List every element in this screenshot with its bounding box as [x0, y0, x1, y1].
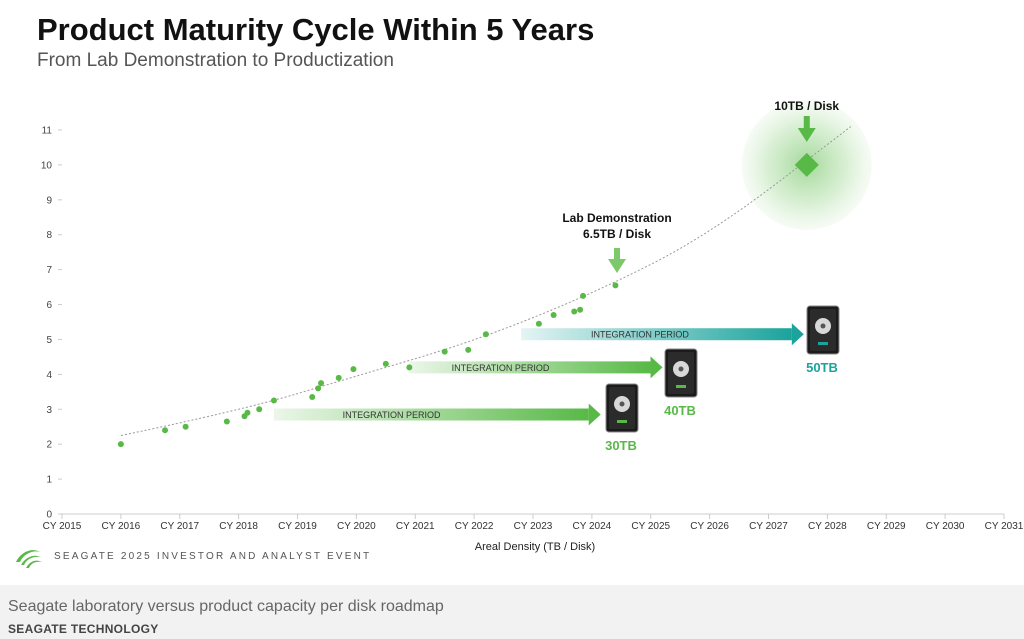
- x-tick-label: CY 2023: [514, 521, 553, 532]
- image-caption: Seagate laboratory versus product capaci…: [8, 598, 444, 615]
- capacity-label: 30TB: [605, 438, 637, 453]
- lab-arrow-shaft: [614, 248, 620, 261]
- y-tick-label: 4: [46, 370, 52, 381]
- data-point: [350, 366, 357, 373]
- data-point: [315, 385, 322, 392]
- lab-arrow-head: [608, 259, 626, 273]
- y-tick-label: 11: [42, 126, 53, 137]
- x-tick-label: CY 2030: [926, 521, 965, 532]
- x-tick-label: CY 2022: [455, 521, 494, 532]
- integration-label-2: INTEGRATION PERIOD: [452, 363, 550, 373]
- data-point: [318, 380, 325, 387]
- seagate-logo-icon: [16, 550, 42, 568]
- data-point: [309, 394, 316, 401]
- target-arrow-head: [797, 128, 816, 142]
- data-point: [223, 418, 230, 425]
- data-point: [550, 312, 557, 319]
- lab-demo-value: 6.5TB / Disk: [583, 227, 651, 241]
- integration-arrow-2: [409, 361, 651, 374]
- target-arrow-shaft: [803, 116, 810, 130]
- page-title: Product Maturity Cycle Within 5 Years: [37, 12, 595, 47]
- x-tick-label: CY 2028: [808, 521, 847, 532]
- data-point: [441, 348, 448, 355]
- x-tick-label: CY 2018: [219, 521, 258, 532]
- y-tick-label: 0: [46, 510, 52, 521]
- y-tick-label: 10: [41, 160, 53, 171]
- hard-drive-icon: [806, 305, 840, 355]
- data-point: [406, 364, 413, 371]
- data-point: [270, 397, 277, 404]
- hard-drive-icon: [664, 348, 698, 398]
- data-point: [162, 427, 169, 434]
- drive-spindle: [678, 366, 684, 372]
- integration-label-1: INTEGRATION PERIOD: [343, 410, 441, 420]
- slide: Product Maturity Cycle Within 5 Years Fr…: [16, 12, 1024, 568]
- drive-stripe: [617, 420, 627, 423]
- data-point: [382, 360, 389, 367]
- integration-arrow-1: [273, 408, 589, 421]
- y-tick-label: 6: [46, 300, 52, 311]
- y-tick-label: 2: [46, 440, 52, 451]
- drive-stripe: [676, 385, 686, 388]
- x-axis-label: Areal Density (TB / Disk): [475, 541, 595, 553]
- x-tick-label: CY 2021: [396, 521, 435, 532]
- data-point: [580, 292, 587, 299]
- x-tick-label: CY 2031: [985, 521, 1024, 532]
- image-credit: SEAGATE TECHNOLOGY: [8, 622, 159, 636]
- data-point: [577, 306, 584, 313]
- drive-spindle: [820, 323, 826, 329]
- data-point: [256, 406, 263, 413]
- x-tick-label: CY 2024: [573, 521, 612, 532]
- x-tick-label: CY 2017: [160, 521, 199, 532]
- lab-demo-label: Lab Demonstration: [562, 211, 671, 225]
- page-subtitle: From Lab Demonstration to Productization: [37, 50, 394, 71]
- x-tick-label: CY 2016: [102, 521, 141, 532]
- data-point: [244, 409, 251, 416]
- x-tick-label: CY 2029: [867, 521, 906, 532]
- hard-drive-icon: [605, 383, 639, 433]
- capacity-label: 50TB: [806, 360, 838, 375]
- event-footer: SEAGATE 2025 INVESTOR AND ANALYST EVENT: [54, 551, 372, 562]
- y-tick-label: 7: [46, 265, 52, 276]
- y-tick-label: 8: [46, 230, 52, 241]
- data-point: [482, 331, 489, 338]
- integration-label-3: INTEGRATION PERIOD: [591, 330, 689, 340]
- drive-stripe: [818, 342, 828, 345]
- x-tick-label: CY 2027: [749, 521, 788, 532]
- target-diamond: [794, 152, 819, 177]
- data-point: [117, 441, 124, 448]
- x-tick-label: CY 2026: [690, 521, 729, 532]
- integration-arrowhead-2: [650, 356, 663, 379]
- integration-arrowhead-3: [791, 323, 804, 346]
- data-point: [535, 320, 542, 327]
- data-point: [571, 308, 578, 315]
- data-point: [612, 282, 619, 289]
- capacity-label: 40TB: [664, 403, 696, 418]
- data-point: [335, 374, 342, 381]
- y-tick-label: 1: [46, 475, 52, 486]
- y-tick-label: 5: [46, 335, 52, 346]
- data-point: [465, 346, 472, 353]
- x-tick-label: CY 2015: [43, 521, 82, 532]
- x-tick-label: CY 2019: [278, 521, 317, 532]
- trend-line: [120, 126, 852, 436]
- integration-arrowhead-1: [588, 403, 601, 426]
- y-tick-label: 3: [46, 405, 52, 416]
- drive-spindle: [619, 401, 625, 407]
- caption-area: [0, 585, 1024, 639]
- data-point: [182, 423, 189, 430]
- target-label: 10TB / Disk: [774, 99, 839, 113]
- x-tick-label: CY 2020: [337, 521, 376, 532]
- integration-arrow-3: [521, 328, 792, 341]
- x-tick-label: CY 2025: [631, 521, 670, 532]
- y-tick-label: 9: [46, 195, 52, 206]
- roadmap-chart: 0 1 2 3 4 5 6 7 8 9 10 11 CY 2015 CY 2016 CY 2017 CY 20…: [41, 99, 1024, 553]
